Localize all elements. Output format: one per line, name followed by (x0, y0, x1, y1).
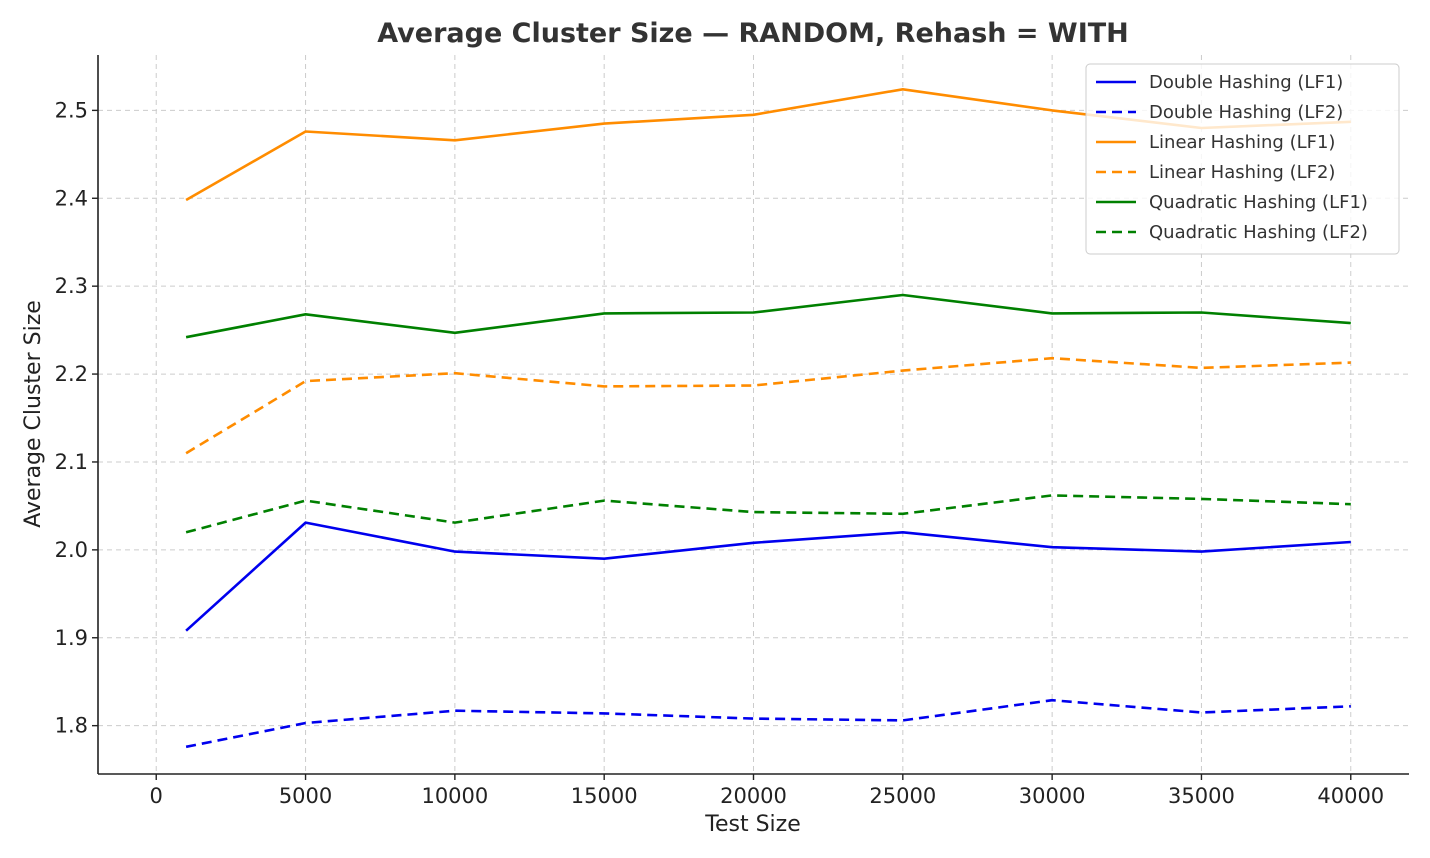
tick-labels: 0 5000 10000 15000 20000 25000 30000 35000 40000… (55, 98, 1385, 808)
x-tick-label: 30000 (1019, 784, 1086, 808)
legend-box (1085, 63, 1400, 255)
y-tick-label: 2.3 (55, 274, 88, 298)
legend-label: Linear Hashing (LF2) (1149, 162, 1335, 183)
x-tick-label: 10000 (421, 784, 488, 808)
series-line-double-hashing-lf1 (185, 521, 1351, 632)
legend: Double Hashing (LF1) Double Hashing (LF2)… (1085, 63, 1400, 255)
y-tick-label: 2.2 (55, 362, 88, 386)
legend-label: Quadratic Hashing (LF2) (1149, 222, 1368, 243)
y-axis-label: Average Cluster Size (21, 300, 46, 528)
series-line-linear-hashing-lf2 (185, 356, 1351, 455)
x-axis-label: Test Size (704, 812, 800, 837)
y-tick-label: 1.8 (55, 714, 88, 738)
x-tick-label: 20000 (720, 784, 787, 808)
legend-label: Quadratic Hashing (LF1) (1149, 192, 1368, 213)
legend-label: Linear Hashing (LF1) (1149, 132, 1335, 153)
y-tick-label: 2.5 (55, 98, 88, 122)
x-tick-label: 0 (150, 784, 163, 808)
x-tick-label: 25000 (869, 784, 936, 808)
legend-label: Double Hashing (LF2) (1149, 102, 1343, 123)
y-tick-label: 1.9 (55, 626, 88, 650)
y-tick-label: 2.4 (55, 186, 88, 210)
y-tick-label: 2.1 (55, 450, 88, 474)
series-line-double-hashing-lf2 (185, 698, 1351, 749)
x-tick-label: 15000 (571, 784, 638, 808)
chart-title: Average Cluster Size — RANDOM, Rehash = … (377, 18, 1129, 49)
series-line-quadratic-hashing-lf2 (185, 494, 1351, 534)
x-tick-label: 35000 (1168, 784, 1235, 808)
x-tick-label: 5000 (279, 784, 332, 808)
series-line-quadratic-hashing-lf1 (185, 293, 1351, 339)
x-tick-label: 40000 (1317, 784, 1384, 808)
legend-label: Double Hashing (LF1) (1149, 72, 1343, 93)
y-tick-label: 2.0 (55, 538, 88, 562)
